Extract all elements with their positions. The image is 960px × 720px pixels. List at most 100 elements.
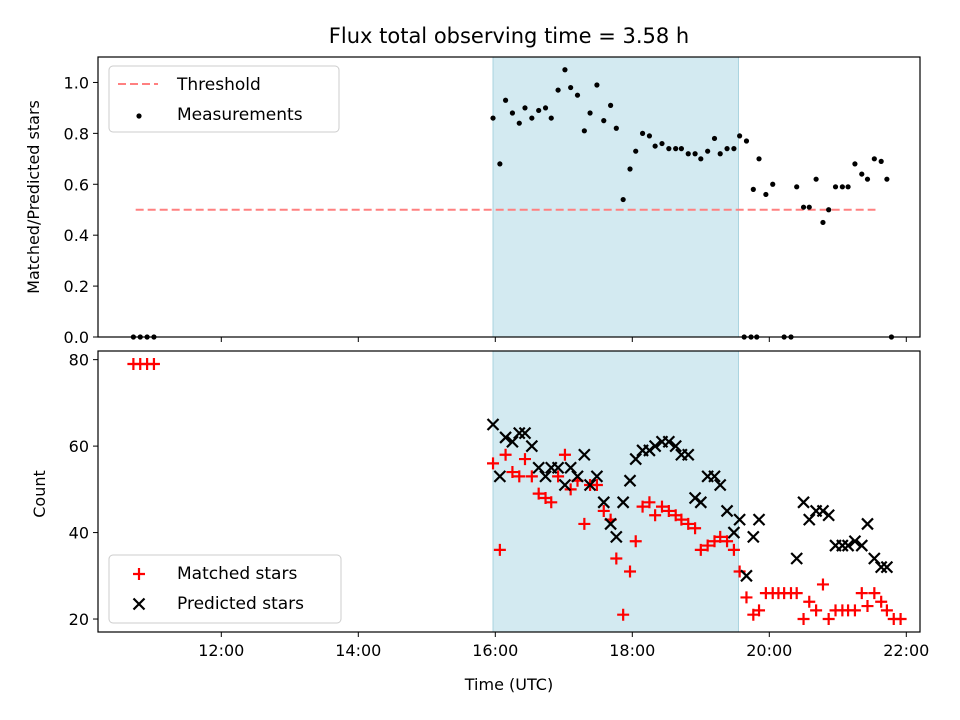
measurement-point	[813, 176, 819, 182]
matched-star-point	[493, 543, 506, 556]
predicted-star-point	[610, 530, 623, 544]
matched-star-point	[617, 608, 630, 621]
matched-star-point	[875, 595, 888, 608]
matched-star-point	[694, 543, 707, 556]
predicted-star-point	[578, 448, 591, 462]
x-tick-label: 16:00	[472, 641, 518, 660]
measurement-point	[698, 156, 704, 162]
matched-star-point	[848, 604, 861, 617]
matched-star-point	[816, 578, 829, 591]
matched-star-point	[532, 487, 545, 500]
predicted-star-point	[822, 508, 835, 522]
chart-title: Flux total observing time = 3.58 h	[329, 24, 689, 48]
predicted-star-point	[790, 552, 803, 565]
measurement-point	[832, 184, 839, 190]
y-tick-label: 0.8	[64, 124, 89, 143]
predicted-star-point	[551, 461, 565, 475]
matched-star-point	[147, 357, 160, 370]
x-tick-label: 22:00	[883, 641, 929, 660]
matched-star-point	[487, 457, 500, 470]
measurement-point	[497, 161, 503, 167]
predicted-star-point	[874, 560, 888, 574]
measurement-point	[522, 105, 528, 111]
measurement-point	[705, 148, 711, 154]
matched-star-point	[868, 587, 881, 600]
predicted-star-point	[597, 496, 611, 509]
measurement-point	[490, 115, 496, 121]
y-tick-label: 60	[69, 437, 89, 456]
plot-frame	[97, 56, 921, 338]
bottom-panel: 20 40 60 80 12:00 14:00 16:00 18:00 20:00 22:00 Ma…	[69, 350, 929, 660]
matched-star-point	[740, 591, 753, 604]
matched-star-point	[636, 500, 649, 513]
legend-box	[108, 554, 342, 624]
matched-star-point	[558, 448, 571, 461]
bottom-y-axis-label: Count	[30, 470, 49, 518]
predicted-star-point	[880, 560, 894, 574]
predicted-star-point	[681, 448, 695, 462]
predicted-star-point	[525, 439, 539, 453]
measurement-point	[516, 120, 522, 126]
matched-star-point	[682, 517, 695, 530]
measurement-point	[750, 186, 756, 192]
measurement-point	[864, 176, 871, 182]
measurement-point	[743, 138, 750, 144]
measurement-point	[820, 219, 826, 226]
measurement-point	[826, 207, 832, 213]
predicted-star-point	[797, 496, 810, 509]
matched-star-point	[499, 448, 512, 461]
y-tick-label: 20	[69, 610, 89, 629]
predicted-star-point	[740, 569, 753, 583]
predicted-star-point	[518, 426, 532, 440]
x-tick-label: 14:00	[335, 641, 381, 660]
measurement-point	[717, 151, 723, 157]
predicted-star-point	[708, 470, 721, 483]
y-tick-label: 1.0	[64, 73, 89, 92]
matched-star-point	[675, 513, 688, 526]
legend-measurement-swatch	[136, 113, 142, 119]
matched-star-point	[855, 587, 868, 600]
predicted-star-point	[720, 504, 734, 518]
matched-star-point	[518, 453, 531, 466]
matched-star-point	[552, 470, 565, 483]
matched-star-point	[797, 613, 810, 626]
measurement-point	[666, 146, 672, 152]
matched-star-point	[610, 552, 623, 565]
matched-star-point	[721, 535, 734, 548]
measurement-point	[852, 161, 858, 167]
measurement-point	[871, 156, 877, 162]
predicted-star-point	[861, 517, 874, 531]
measurement-point	[639, 130, 646, 136]
matched-star-point	[880, 604, 893, 617]
predicted-star-point	[571, 470, 584, 483]
legend-threshold-label: Threshold	[176, 75, 261, 95]
measurement-point	[800, 204, 807, 210]
predicted-star-point	[713, 478, 727, 492]
matched-star-point	[545, 496, 558, 509]
x-axis-label: Time (UTC)	[464, 675, 553, 694]
x-tick-label: 20:00	[746, 641, 792, 660]
predicted-star-point	[727, 526, 741, 539]
matched-star-point	[662, 504, 675, 517]
measurement-point	[627, 166, 633, 172]
measurement-point	[581, 128, 587, 134]
matched-star-point	[525, 470, 538, 483]
matched-star-point	[714, 530, 727, 543]
predicted-star-point	[868, 552, 881, 565]
matched-star-point	[513, 470, 526, 483]
predicted-star-point	[616, 496, 630, 509]
matched-star-point	[689, 522, 702, 535]
matched-star-point	[643, 496, 656, 509]
predicted-star-point	[855, 539, 869, 552]
plot-frame	[97, 350, 921, 633]
y-tick-label: 0.0	[64, 328, 89, 347]
top-panel: 0.0 0.2 0.4 0.6 0.8 1.0 Threshold Measurements	[64, 56, 921, 347]
measurement-point	[884, 176, 890, 182]
matched-star-point	[597, 504, 610, 517]
measurement-point	[859, 171, 865, 177]
predicted-star-point	[802, 513, 816, 526]
matched-star-point	[590, 479, 603, 492]
measurement-point	[737, 133, 743, 139]
measurement-point	[692, 151, 698, 157]
